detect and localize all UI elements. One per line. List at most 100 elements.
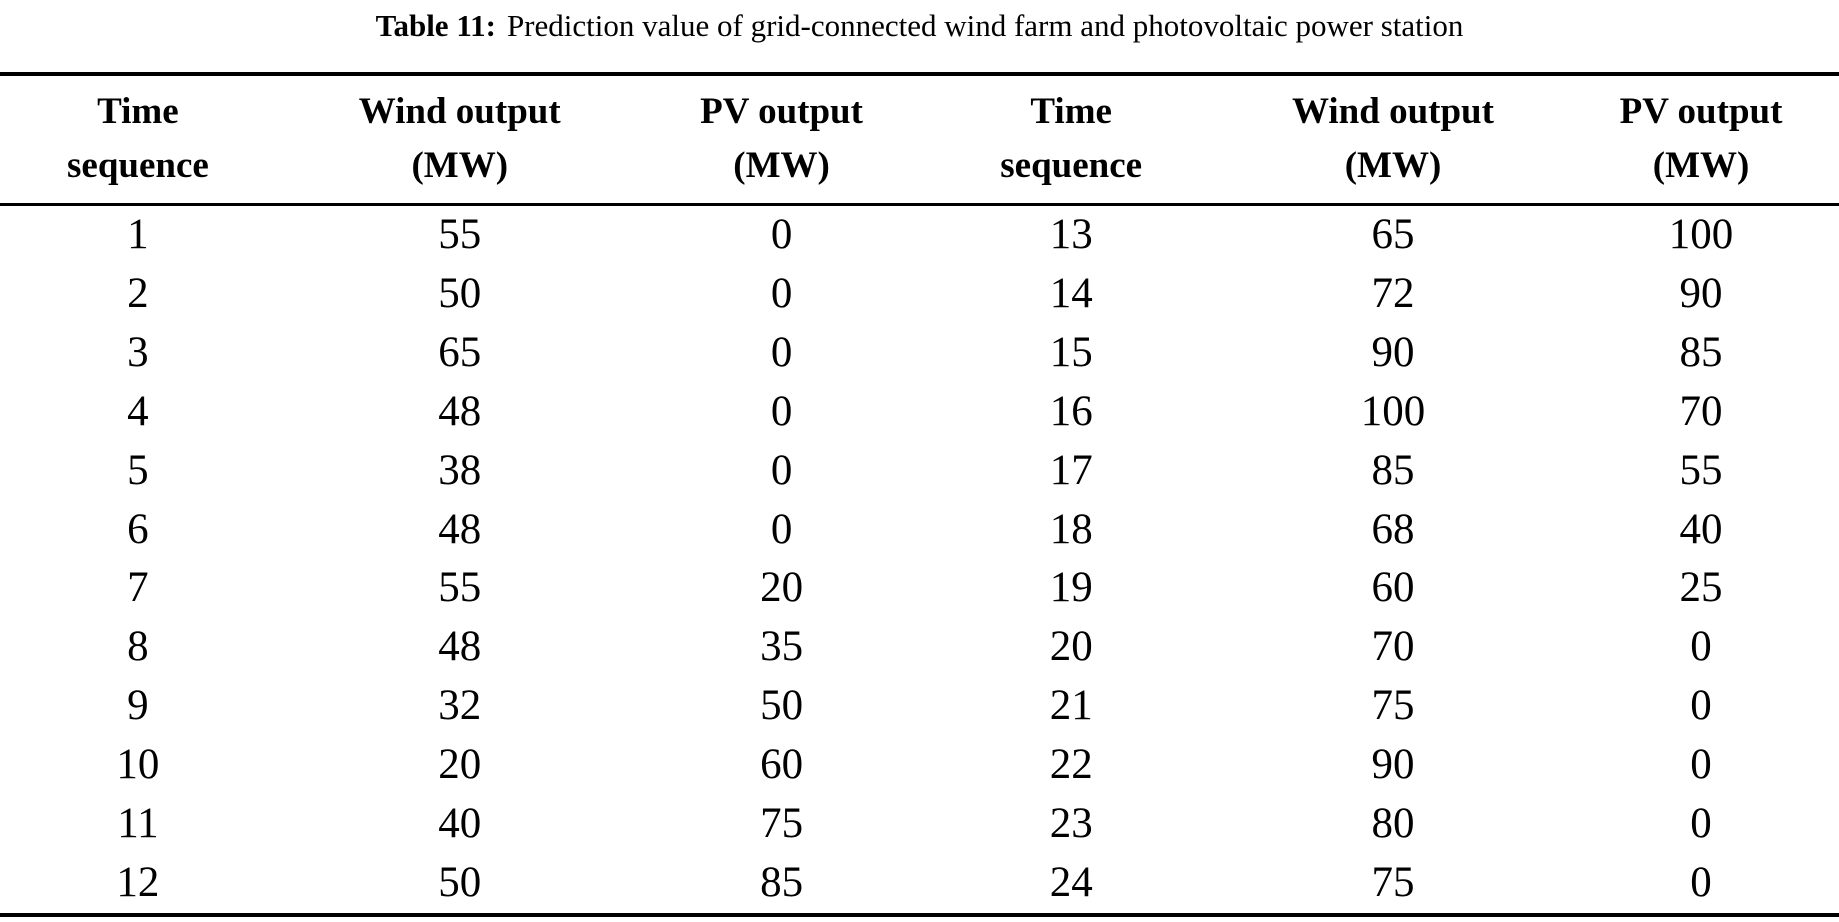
table-row: 3 65 0 15 90 85 xyxy=(0,324,1839,383)
table-cell: 100 xyxy=(1668,211,1734,258)
header-line: Time xyxy=(97,91,179,132)
header-pv-output-right: PV output (MW) xyxy=(1563,74,1839,206)
table-row: 2 50 0 14 72 90 xyxy=(0,265,1839,324)
prediction-table: Time sequence Wind output (MW) PV output… xyxy=(0,72,1839,917)
table-cell: 19 xyxy=(1049,564,1093,612)
table-cell: 55 xyxy=(438,564,482,612)
header-pv-output-left: PV output (MW) xyxy=(643,74,920,206)
table-header-row: Time sequence Wind output (MW) PV output… xyxy=(0,74,1839,206)
table-cell: 5 xyxy=(127,446,149,494)
header-line: Wind output xyxy=(1292,91,1494,132)
table-cell: 7 xyxy=(127,564,149,612)
table-cell: 15 xyxy=(1049,328,1093,376)
table-cell: 40 xyxy=(1679,505,1723,553)
table-cell: 75 xyxy=(1371,858,1415,906)
table-row: 6 48 0 18 68 40 xyxy=(0,501,1839,560)
table-cell: 25 xyxy=(1679,564,1723,612)
table-cell: 50 xyxy=(438,269,482,317)
table-cell: 0 xyxy=(1690,682,1712,730)
table-cell: 48 xyxy=(438,623,482,671)
table-cell: 0 xyxy=(770,505,793,553)
table-cell: 85 xyxy=(1371,446,1415,494)
table-cell: 85 xyxy=(1679,328,1723,376)
table-cell: 0 xyxy=(770,269,793,317)
table-cell: 13 xyxy=(1049,211,1093,258)
table-cell: 0 xyxy=(1690,623,1712,671)
table-cell: 0 xyxy=(1690,741,1712,789)
table-cell: 23 xyxy=(1049,800,1093,848)
table-cell: 3 xyxy=(127,328,149,376)
header-line: PV output xyxy=(1619,91,1783,132)
table-row: 1 55 0 13 65 100 xyxy=(0,205,1839,265)
table-cell: 0 xyxy=(1690,800,1712,848)
table-cell: 35 xyxy=(760,623,804,671)
table-cell: 72 xyxy=(1371,269,1415,317)
table-cell: 85 xyxy=(760,858,804,906)
table-cell: 80 xyxy=(1371,800,1415,848)
table-cell: 90 xyxy=(1371,741,1415,789)
table-cell: 90 xyxy=(1679,269,1723,317)
table-cell: 48 xyxy=(438,505,482,553)
table-cell: 0 xyxy=(770,211,793,258)
header-line: PV output xyxy=(700,91,863,132)
table-cell: 17 xyxy=(1049,446,1093,494)
table-row: 10 20 60 22 90 0 xyxy=(0,736,1839,795)
table-cell: 10 xyxy=(116,741,160,789)
header-line: Wind output xyxy=(358,91,561,132)
table-cell: 14 xyxy=(1049,269,1093,317)
table-cell: 11 xyxy=(117,800,159,848)
table-row: 8 48 35 20 70 0 xyxy=(0,618,1839,677)
table-row: 9 32 50 21 75 0 xyxy=(0,677,1839,736)
table-cell: 70 xyxy=(1679,387,1723,435)
header-time-sequence-right: Time sequence xyxy=(919,74,1223,206)
header-wind-output-left: Wind output (MW) xyxy=(275,74,644,206)
table-cell: 8 xyxy=(127,623,149,671)
table-cell: 100 xyxy=(1360,387,1426,435)
table-cell: 20 xyxy=(1049,623,1093,671)
table-cell: 1 xyxy=(127,211,149,258)
table-cell: 65 xyxy=(438,328,482,376)
table-row: 5 38 0 17 85 55 xyxy=(0,442,1839,501)
header-wind-output-right: Wind output (MW) xyxy=(1222,74,1564,206)
table-cell: 60 xyxy=(760,741,804,789)
table-cell: 70 xyxy=(1371,623,1415,671)
table-cell: 50 xyxy=(438,858,482,906)
table-cell: 12 xyxy=(116,858,160,906)
table-row: 12 50 85 24 75 0 xyxy=(0,854,1839,915)
header-line: sequence xyxy=(1000,145,1143,186)
table-cell: 60 xyxy=(1371,564,1415,612)
table-caption: Table 11: Prediction value of grid-connec… xyxy=(0,0,1839,72)
header-line: Time xyxy=(1030,91,1112,132)
table-cell: 55 xyxy=(1679,446,1723,494)
table-body: 1 55 0 13 65 100 2 50 0 14 72 90 3 65 0 15 90 85 4 48 0 16 100… xyxy=(0,205,1839,915)
header-time-sequence-left: Time sequence xyxy=(0,74,276,206)
table-cell: 20 xyxy=(438,741,482,789)
header-line: (MW) xyxy=(1652,145,1750,186)
header-line: (MW) xyxy=(1344,145,1442,186)
table-cell: 18 xyxy=(1049,505,1093,553)
table-cell: 48 xyxy=(438,387,482,435)
table-row: 4 48 0 16 100 70 xyxy=(0,383,1839,442)
header-line: (MW) xyxy=(411,145,509,186)
table-cell: 9 xyxy=(127,682,149,730)
header-line: (MW) xyxy=(733,145,830,186)
table-cell: 65 xyxy=(1371,211,1415,258)
table-cell: 22 xyxy=(1049,741,1093,789)
table-cell: 16 xyxy=(1049,387,1093,435)
table-cell: 0 xyxy=(770,328,793,376)
table-cell: 20 xyxy=(760,564,804,612)
table-cell: 90 xyxy=(1371,328,1415,376)
table-cell: 24 xyxy=(1049,858,1093,906)
table-cell: 40 xyxy=(438,800,482,848)
header-line: sequence xyxy=(67,145,209,186)
table-cell: 0 xyxy=(770,387,793,435)
table-cell: 0 xyxy=(1690,858,1712,906)
table-cell: 68 xyxy=(1371,505,1415,553)
table-cell: 4 xyxy=(127,387,149,435)
table-caption-text: Prediction value of grid-connected wind … xyxy=(506,8,1464,43)
table-row: 7 55 20 19 60 25 xyxy=(0,559,1839,618)
table-cell: 75 xyxy=(760,800,804,848)
table-cell: 55 xyxy=(438,211,482,258)
table-row: 11 40 75 23 80 0 xyxy=(0,795,1839,854)
